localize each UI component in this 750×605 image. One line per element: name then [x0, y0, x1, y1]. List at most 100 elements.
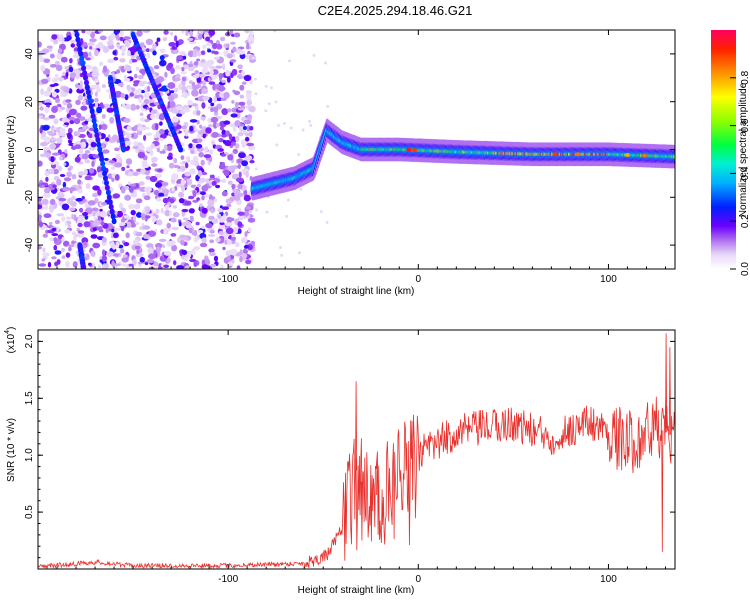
- spectrogram-noise-cell: [168, 94, 175, 102]
- spectrogram-noise-cell: [189, 168, 196, 175]
- spectrogram-noise-cell: [133, 214, 136, 222]
- snr-y-tick-label: 2.0: [24, 334, 35, 348]
- spectrogram-noise-cell: [173, 260, 177, 266]
- spectrogram-noise-cell: [51, 77, 58, 83]
- spectrogram-noise-cell: [87, 133, 94, 139]
- spectrogram-streak-cell: [92, 122, 98, 129]
- colorbar: 0.0 0.2 0.4 0.6 0.8 Normalized spectral ampl…: [711, 30, 750, 276]
- spectrogram-noise-cell: [123, 215, 130, 219]
- spectrogram-noise-cell: [228, 133, 233, 141]
- spectrogram-noise-cell: [48, 222, 53, 225]
- spectrogram-noise-cell: [139, 117, 146, 122]
- spectrogram-noise-cell: [237, 163, 241, 169]
- spectrogram-noise-cell: [41, 198, 49, 206]
- spectrogram-noise-cell: [132, 145, 140, 150]
- spectrogram-noise-cell: [169, 240, 176, 246]
- spectrogram-noise-cell: [106, 40, 114, 46]
- spectrogram-noise-cell: [224, 237, 228, 241]
- spectrogram-noise-cell: [158, 137, 165, 141]
- spectrogram-streak-cell: [178, 146, 184, 153]
- spectrogram-x-tick-label: 0: [416, 274, 422, 285]
- spectrogram-noise-cell: [55, 226, 60, 232]
- spectrogram-noise-cell: [218, 138, 224, 143]
- spectrogram-noise-cell: [171, 244, 178, 252]
- spectrogram-noise-cell: [176, 113, 183, 117]
- spectrogram-noise-cell: [53, 118, 59, 125]
- spectrogram-noise-cell: [177, 168, 181, 172]
- spectrogram-y-tick-label: 0: [24, 146, 35, 152]
- spectrogram-noise-cell: [181, 76, 187, 82]
- spectrogram-noise-cell: [63, 162, 67, 166]
- spectrogram-noise-cell: [222, 63, 226, 71]
- spectrogram-noise-cell: [181, 67, 185, 72]
- spectrogram-noise-cell: [38, 101, 43, 107]
- spectrogram-noise-cell: [168, 210, 173, 216]
- colorbar-tick-label: 0.4: [740, 166, 750, 180]
- spectrogram-noise-cell: [163, 30, 169, 35]
- spectrogram-peak-cell: [642, 153, 648, 158]
- spectrogram-noise-cell: [230, 236, 236, 241]
- spectrogram-noise-cell: [245, 206, 252, 210]
- spectrogram-noise-cell: [197, 34, 203, 40]
- spectrogram-noise-cell: [191, 89, 199, 97]
- spectrogram-noise-cell: [182, 64, 189, 69]
- spectrogram-noise-cell: [136, 30, 143, 37]
- spectrogram-streak-cell: [90, 113, 96, 119]
- spectrogram-x-tick-label: 100: [600, 274, 617, 285]
- spectrogram-noise-cell: [185, 30, 189, 37]
- spectrogram-noise-cell: [92, 227, 97, 232]
- spectrogram-noise-cell: [184, 171, 192, 177]
- spectrogram-noise-cell: [99, 61, 104, 67]
- spectrogram-streak-cell: [82, 70, 88, 76]
- spectrogram-noise-cell: [141, 164, 150, 169]
- spectrogram-streak-cell: [102, 170, 108, 177]
- spectrogram-noise-cell: [152, 262, 159, 267]
- snr-y-tick-label: 0.5: [24, 505, 35, 519]
- spectrogram-streak-cell: [106, 194, 112, 201]
- spectrogram-noise-cell: [308, 119, 311, 123]
- spectrogram-noise-cell: [68, 108, 77, 116]
- spectrogram-noise-cell: [240, 70, 246, 77]
- spectrogram-noise-cell: [57, 48, 63, 53]
- spectrogram-streak-cell: [78, 50, 84, 57]
- spectrogram-noise-cell: [135, 66, 140, 71]
- spectrogram-noise-cell: [173, 49, 178, 55]
- spectrogram-noise-cell: [207, 77, 211, 82]
- spectrogram-noise-cell: [114, 147, 120, 152]
- spectrogram-noise-cell: [65, 99, 72, 103]
- spectrogram-noise-cell: [60, 106, 66, 111]
- spectrogram-noise-cell: [45, 203, 48, 211]
- spectrogram-noise-cell: [144, 186, 152, 193]
- spectrogram-noise-cell: [54, 219, 61, 225]
- spectrogram-noise-cell: [152, 43, 157, 50]
- spectrogram-noise-cell: [139, 69, 147, 74]
- spectrogram-noise-cell: [73, 51, 78, 55]
- spectrogram-noise-cell: [243, 211, 250, 217]
- spectrogram-noise-cell: [75, 197, 83, 202]
- spectrogram-noise-cell: [162, 244, 166, 249]
- spectrogram-noise-cell: [213, 95, 217, 103]
- spectrogram-noise-cell: [107, 173, 113, 180]
- snr-scale-exponent: 4: [4, 330, 11, 334]
- spectrogram-noise-cell: [124, 194, 131, 201]
- spectrogram-noise-cell: [101, 255, 107, 262]
- spectrogram-noise-cell: [204, 146, 209, 154]
- spectrogram-streak-cell: [97, 146, 103, 153]
- spectrogram-noise-cell: [113, 227, 121, 231]
- spectrogram-noise-cell: [39, 127, 43, 134]
- spectrogram-noise-cell: [246, 125, 251, 132]
- spectrogram-noise-cell: [225, 70, 231, 77]
- spectrogram-noise-cell: [239, 84, 245, 91]
- spectrogram-noise-cell: [102, 249, 106, 257]
- spectrogram-noise-cell: [159, 59, 167, 67]
- spectrogram-noise-cell: [106, 107, 115, 113]
- spectrogram-noise-cell: [201, 185, 209, 192]
- spectrogram-noise-cell: [173, 157, 178, 164]
- spectrogram-noise-cell: [111, 228, 115, 233]
- spectrogram-noise-cell: [243, 194, 251, 202]
- spectrogram-noise-cell: [65, 72, 69, 78]
- spectrogram-noise-cell: [136, 249, 140, 255]
- spectrogram-noise-cell: [174, 87, 179, 93]
- spectrogram-noise-cell: [116, 210, 123, 218]
- spectrogram-noise-cell: [227, 180, 233, 185]
